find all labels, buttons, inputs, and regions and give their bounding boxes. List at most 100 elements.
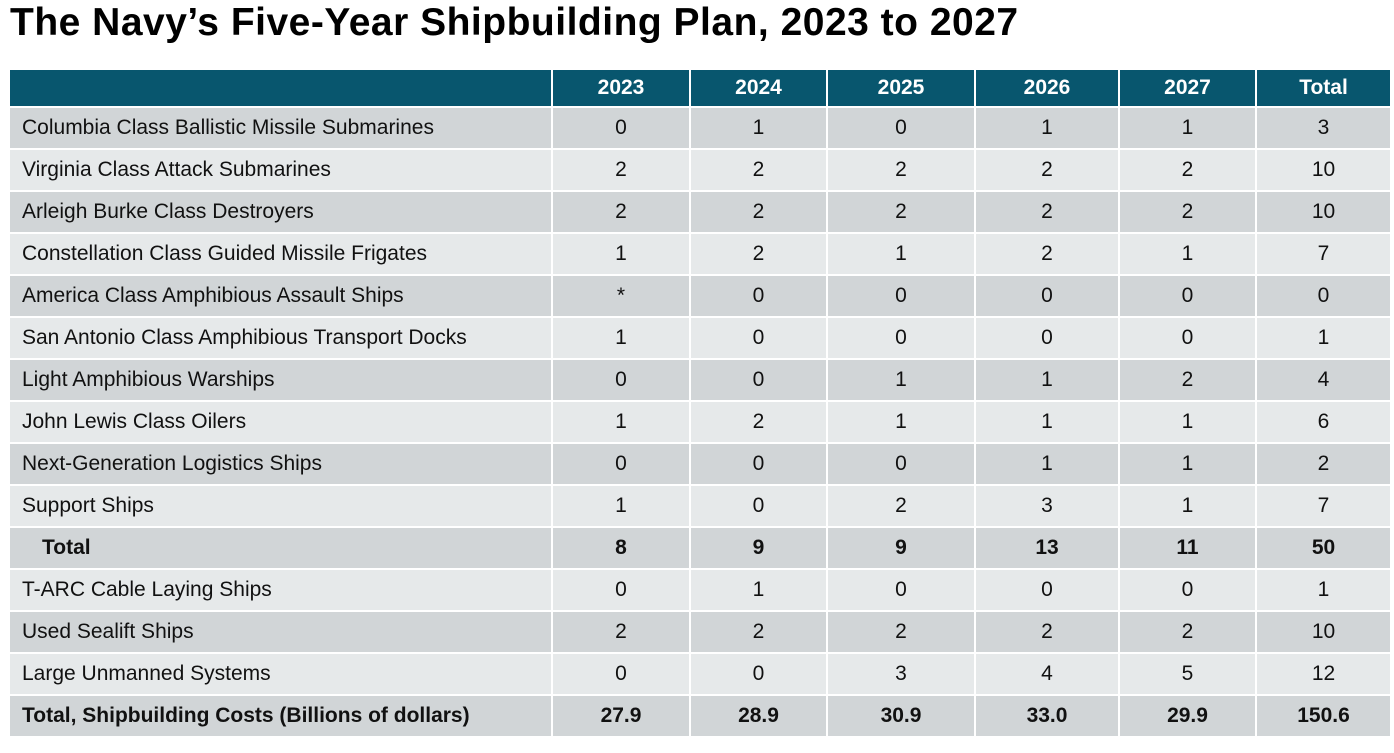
- cell: 1: [691, 108, 826, 148]
- cell: 4: [976, 654, 1118, 694]
- cell: 2: [1120, 150, 1255, 190]
- row-label: Used Sealift Ships: [10, 612, 551, 652]
- cell: 1: [1120, 234, 1255, 274]
- cell: 0: [828, 444, 974, 484]
- cell: 2: [1120, 360, 1255, 400]
- cell: 1: [1257, 318, 1390, 358]
- column-header: Total: [1257, 70, 1390, 106]
- cell: 1: [828, 360, 974, 400]
- cell: 4: [1257, 360, 1390, 400]
- table-row: Arleigh Burke Class Destroyers 2 2 2 2 2 10: [10, 192, 1390, 232]
- cell: 1: [1120, 486, 1255, 526]
- column-header: 2023: [553, 70, 689, 106]
- cell: 2: [691, 192, 826, 232]
- cell: 0: [691, 486, 826, 526]
- cell: 0: [828, 318, 974, 358]
- cell: 0: [976, 276, 1118, 316]
- cell: 13: [976, 528, 1118, 568]
- row-label: Arleigh Burke Class Destroyers: [10, 192, 551, 232]
- cell: 1: [828, 402, 974, 442]
- cell: 2: [828, 192, 974, 232]
- table-row: San Antonio Class Amphibious Transport D…: [10, 318, 1390, 358]
- cell: 1: [691, 570, 826, 610]
- cell: 150.6: [1257, 696, 1390, 736]
- cell: 0: [691, 444, 826, 484]
- cell: 10: [1257, 150, 1390, 190]
- cell: 0: [828, 276, 974, 316]
- cell: 0: [1120, 318, 1255, 358]
- row-label: Light Amphibious Warships: [10, 360, 551, 400]
- cell: 2: [553, 150, 689, 190]
- table-row: Used Sealift Ships 2 2 2 2 2 10: [10, 612, 1390, 652]
- table-row: Total, Shipbuilding Costs (Billions of d…: [10, 696, 1390, 736]
- cell: 0: [553, 108, 689, 148]
- cell: 2: [828, 612, 974, 652]
- cell: 7: [1257, 234, 1390, 274]
- cell: 2: [691, 150, 826, 190]
- table-row: America Class Amphibious Assault Ships * 0…: [10, 276, 1390, 316]
- cell: 9: [691, 528, 826, 568]
- cell: 0: [691, 318, 826, 358]
- cell: 0: [976, 318, 1118, 358]
- cell: 0: [691, 654, 826, 694]
- column-header: 2024: [691, 70, 826, 106]
- row-label: America Class Amphibious Assault Ships: [10, 276, 551, 316]
- row-label: Constellation Class Guided Missile Friga…: [10, 234, 551, 274]
- cell: 0: [1257, 276, 1390, 316]
- title: The Navy’s Five-Year Shipbuilding Plan, …: [10, 1, 1019, 44]
- cell: 50: [1257, 528, 1390, 568]
- table-row: Virginia Class Attack Submarines 2 2 2 2 2 10: [10, 150, 1390, 190]
- table-row: Next-Generation Logistics Ships 0 0 0 1 1 2: [10, 444, 1390, 484]
- cell: 0: [553, 570, 689, 610]
- row-label: Columbia Class Ballistic Missile Submari…: [10, 108, 551, 148]
- cell: 0: [691, 276, 826, 316]
- cell: 2: [691, 612, 826, 652]
- row-label: Support Ships: [10, 486, 551, 526]
- cell: 1: [828, 234, 974, 274]
- cell: 3: [1257, 108, 1390, 148]
- cell: 1: [976, 444, 1118, 484]
- column-header: [10, 70, 551, 106]
- row-label: John Lewis Class Oilers: [10, 402, 551, 442]
- column-header: 2027: [1120, 70, 1255, 106]
- column-header: 2025: [828, 70, 974, 106]
- cell: 2: [1120, 612, 1255, 652]
- table-row: Light Amphibious Warships 0 0 1 1 2 4: [10, 360, 1390, 400]
- cell: 3: [976, 486, 1118, 526]
- cell: 2: [553, 612, 689, 652]
- shipbuilding-table: 2023 2024 2025 2026 2027 Total Columbia Class…: [8, 68, 1392, 738]
- cell: 1: [553, 234, 689, 274]
- cell: 2: [691, 402, 826, 442]
- row-label: Large Unmanned Systems: [10, 654, 551, 694]
- cell: 11: [1120, 528, 1255, 568]
- cell: 30.9: [828, 696, 974, 736]
- cell: 6: [1257, 402, 1390, 442]
- column-header: 2026: [976, 70, 1118, 106]
- cell: 10: [1257, 192, 1390, 232]
- cell: 29.9: [1120, 696, 1255, 736]
- cell: 0: [553, 444, 689, 484]
- row-label: San Antonio Class Amphibious Transport D…: [10, 318, 551, 358]
- cell: 33.0: [976, 696, 1118, 736]
- cell: 0: [1120, 276, 1255, 316]
- cell: 1: [1120, 108, 1255, 148]
- cell: 2: [976, 192, 1118, 232]
- cell: 1: [976, 360, 1118, 400]
- cell: 2: [691, 234, 826, 274]
- cell: 1: [1120, 402, 1255, 442]
- cell: 8: [553, 528, 689, 568]
- row-label: Total: [10, 528, 551, 568]
- cell: 0: [553, 654, 689, 694]
- cell: 0: [553, 360, 689, 400]
- cell: 5: [1120, 654, 1255, 694]
- cell: 7: [1257, 486, 1390, 526]
- cell: 28.9: [691, 696, 826, 736]
- cell: 2: [828, 150, 974, 190]
- cell: 3: [828, 654, 974, 694]
- cell: 1: [976, 402, 1118, 442]
- table-row: T-ARC Cable Laying Ships 0 1 0 0 0 1: [10, 570, 1390, 610]
- cell: 0: [691, 360, 826, 400]
- cell: 2: [976, 612, 1118, 652]
- row-label: Virginia Class Attack Submarines: [10, 150, 551, 190]
